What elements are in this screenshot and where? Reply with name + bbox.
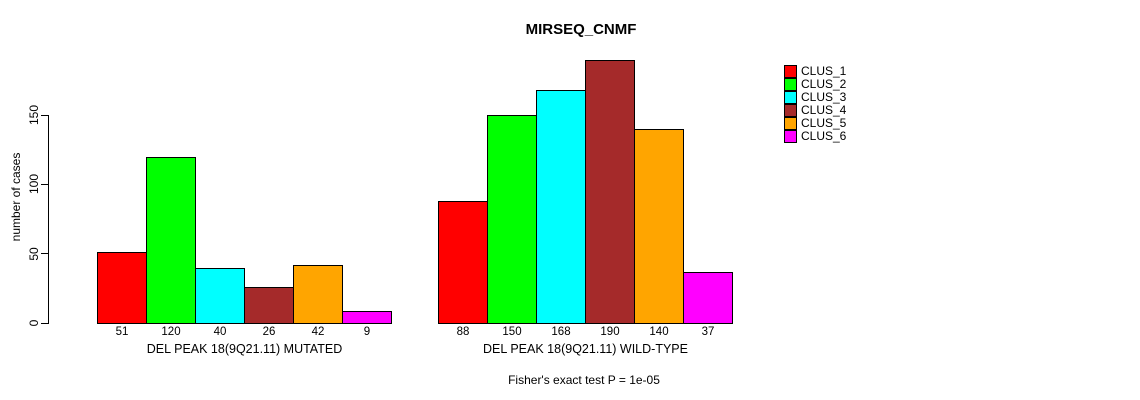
bar-clus_1-group1 <box>97 252 147 324</box>
legend-item-clus_2: CLUS_2 <box>784 78 846 91</box>
legend-label: CLUS_3 <box>801 90 847 104</box>
legend-item-clus_3: CLUS_3 <box>784 91 846 104</box>
fisher-test-annotation: Fisher's exact test P = 1e-05 <box>508 373 660 387</box>
legend-swatch-icon <box>784 104 797 117</box>
legend-item-clus_5: CLUS_5 <box>784 117 846 130</box>
bar-value-label: 42 <box>311 326 325 338</box>
y-axis-label: number of cases <box>9 152 23 242</box>
y-tick <box>41 114 48 116</box>
legend-swatch-icon <box>784 91 797 104</box>
bar-clus_3-group2 <box>536 90 586 324</box>
y-tick <box>41 253 48 255</box>
legend-item-clus_4: CLUS_4 <box>784 104 846 117</box>
y-axis-line <box>48 115 49 324</box>
chart-title: MIRSEQ_CNMF <box>525 21 637 38</box>
legend-item-clus_6: CLUS_6 <box>784 130 846 143</box>
y-tick-label: 50 <box>27 246 41 261</box>
bar-value-label: 88 <box>456 326 470 338</box>
bar-clus_5-group2 <box>634 128 684 324</box>
bar-clus_2-group2 <box>487 115 537 324</box>
legend-item-clus_1: CLUS_1 <box>784 65 846 78</box>
bar-clus_4-group2 <box>585 59 635 324</box>
bar-value-label: 40 <box>213 326 227 338</box>
bar-value-label: 9 <box>363 326 371 338</box>
bar-clus_1-group2 <box>438 200 488 324</box>
x-group-label: DEL PEAK 18(9Q21.11) MUTATED <box>146 342 343 356</box>
legend-swatch-icon <box>784 78 797 91</box>
legend-label: CLUS_4 <box>801 103 847 117</box>
bar-clus_5-group1 <box>293 264 343 324</box>
bar-clus_6-group1 <box>342 310 392 324</box>
bar-clus_2-group1 <box>146 156 196 324</box>
bar-value-label: 51 <box>115 326 129 338</box>
bar-clus_6-group2 <box>683 271 733 324</box>
legend-label: CLUS_1 <box>801 64 847 78</box>
bar-value-label: 190 <box>600 326 620 338</box>
x-group-label: DEL PEAK 18(9Q21.11) WILD-TYPE <box>483 342 688 356</box>
legend-label: CLUS_2 <box>801 77 847 91</box>
legend-label: CLUS_5 <box>801 116 847 130</box>
y-tick <box>41 183 48 185</box>
bar-value-label: 140 <box>649 326 669 338</box>
bar-value-label: 37 <box>701 326 715 338</box>
legend-swatch-icon <box>784 65 797 78</box>
y-tick-label: 150 <box>27 104 41 126</box>
bar-value-label: 150 <box>502 326 522 338</box>
legend-swatch-icon <box>784 130 797 143</box>
y-tick <box>41 322 48 324</box>
bar-clus_4-group1 <box>244 286 294 324</box>
legend-swatch-icon <box>784 117 797 130</box>
bar-value-label: 120 <box>161 326 181 338</box>
y-tick-label: 100 <box>27 174 41 195</box>
y-tick-label: 0 <box>27 319 41 327</box>
bar-value-label: 168 <box>551 326 571 338</box>
bar-value-label: 26 <box>262 326 276 338</box>
bar-clus_3-group1 <box>195 267 245 324</box>
legend-label: CLUS_6 <box>801 129 847 143</box>
